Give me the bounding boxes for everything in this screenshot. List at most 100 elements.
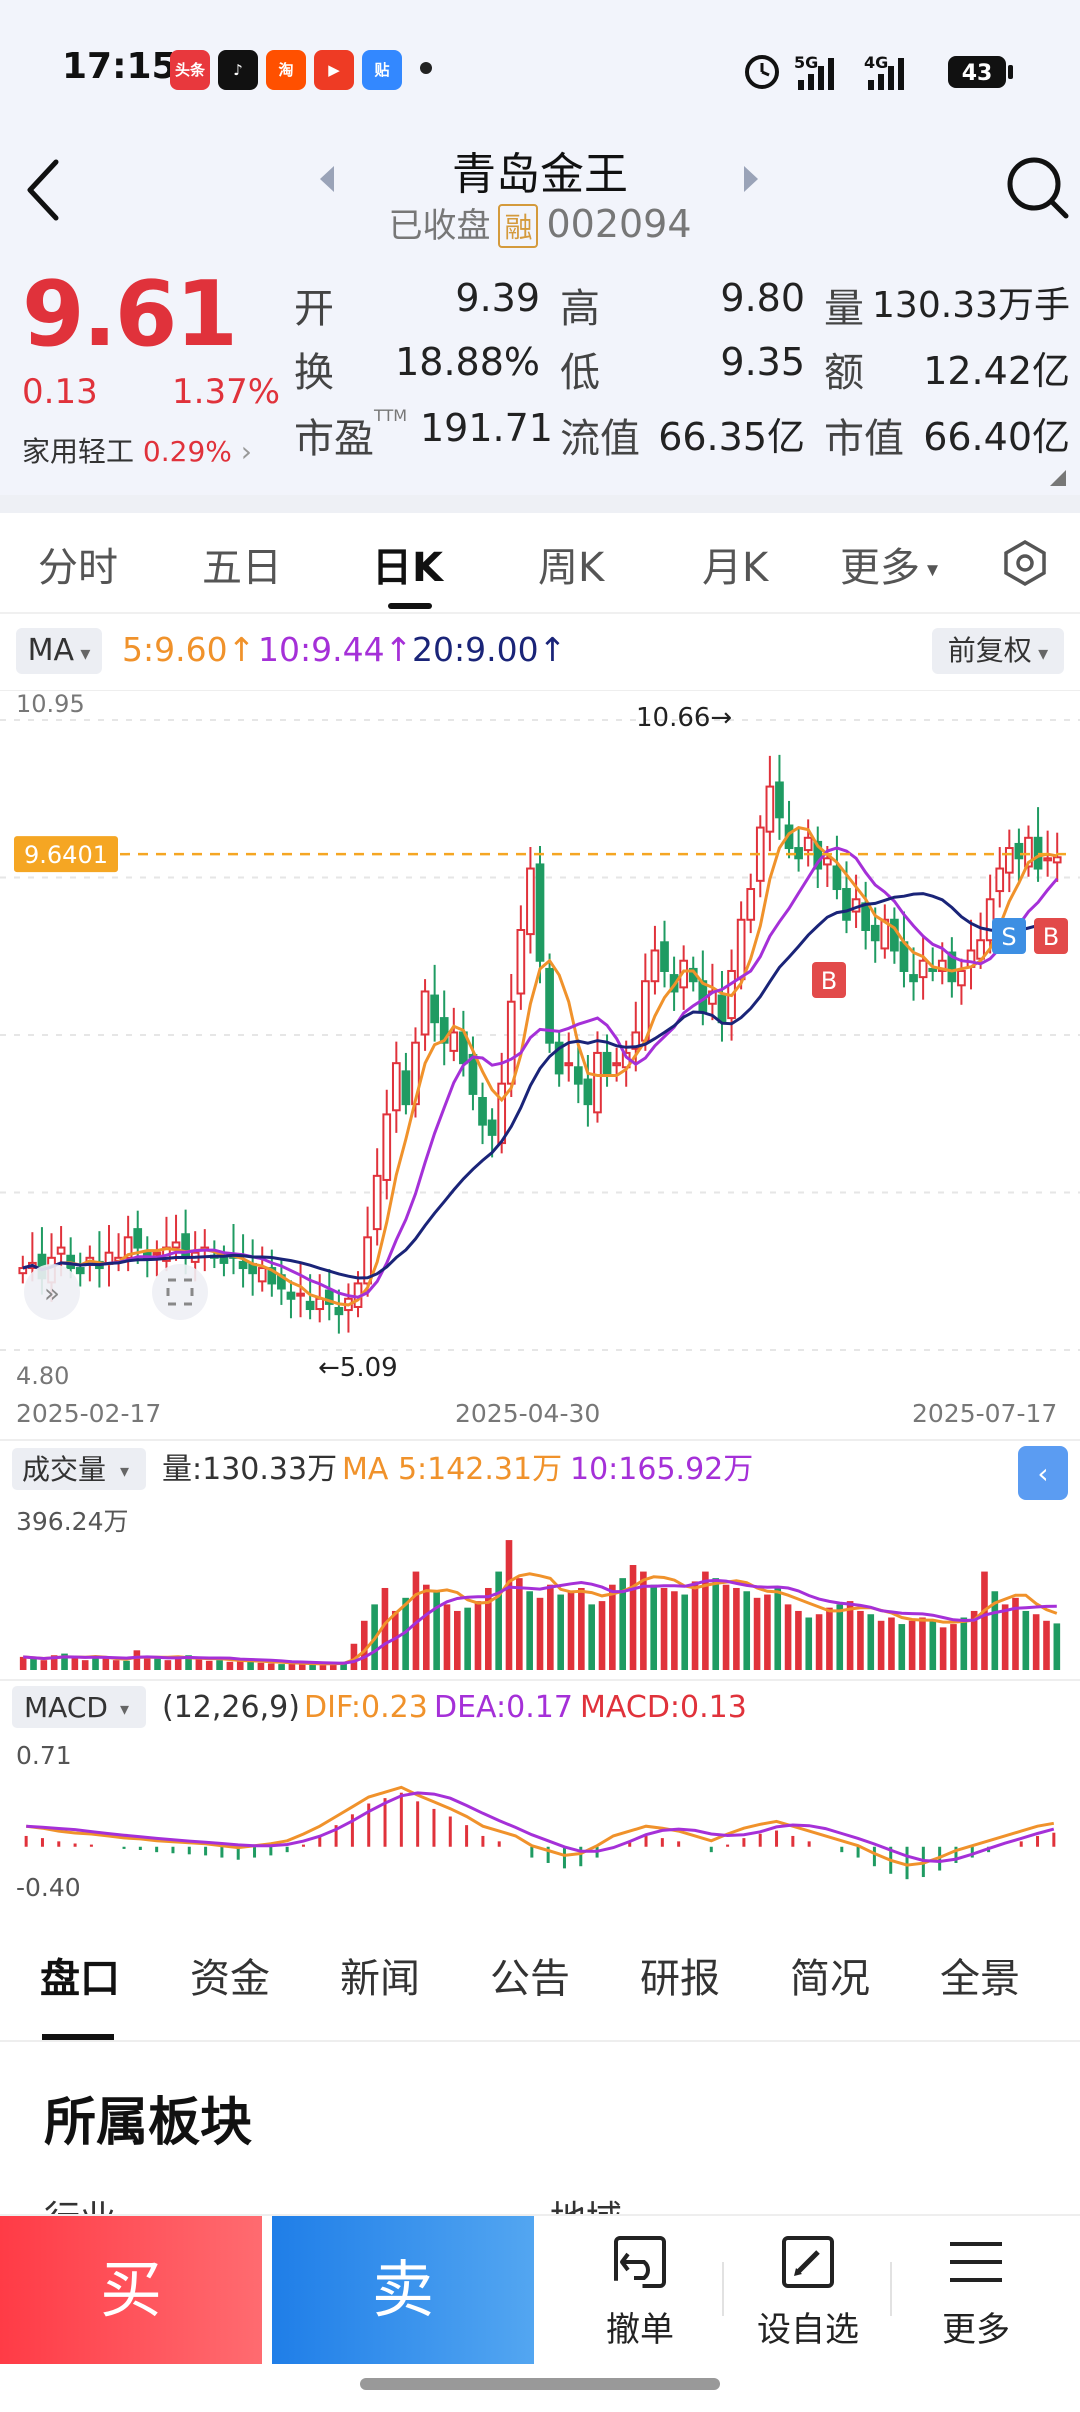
kline-chart[interactable]: 10.95 4.80 9.6401 10.66→ ←5.09 B S B » 2… [0, 690, 1080, 1910]
tab-news[interactable]: 新闻 [340, 1956, 420, 2002]
candle-body [890, 918, 899, 952]
volume-bar [123, 1660, 130, 1670]
expand-corner-icon[interactable] [1048, 468, 1068, 488]
ma-indicator-select[interactable]: MA ▾ [16, 628, 102, 674]
cancel-order-button[interactable]: 撤单 [560, 2232, 720, 2351]
home-indicator[interactable] [360, 2378, 720, 2390]
volume-bar [547, 1584, 554, 1670]
tab-research[interactable]: 研报 [640, 1956, 720, 2002]
ma-lines [22, 826, 1059, 1307]
caret-down-icon: ▾ [920, 557, 939, 583]
battery-icon: 43 [948, 56, 1013, 88]
volume-bar [288, 1663, 296, 1670]
candle-body [928, 967, 938, 972]
volume-bar [753, 1597, 761, 1670]
candle-body [219, 1256, 229, 1264]
candle-body [18, 1267, 28, 1275]
volume-bar [743, 1591, 751, 1670]
volume-bar [702, 1571, 709, 1670]
signal-b2: B [1034, 918, 1068, 954]
tab-funds[interactable]: 资金 [190, 1956, 270, 2002]
candle-body [1052, 856, 1062, 864]
dif-line [26, 1785, 1055, 1867]
candle-body [583, 1078, 593, 1106]
candle-body [554, 1041, 564, 1075]
tab-daily-k[interactable]: 日K [372, 545, 443, 591]
candle-body [372, 1174, 382, 1231]
caret-down-icon: ▾ [1031, 641, 1049, 665]
tab-overview[interactable]: 全景 [940, 1956, 1020, 2002]
volume-bar [495, 1571, 502, 1670]
volume-bar [30, 1658, 37, 1670]
sell-button[interactable]: 卖 [272, 2216, 534, 2364]
menu-icon [950, 2242, 1002, 2282]
divider [722, 2262, 724, 2316]
volume-bar [712, 1578, 720, 1670]
candle-body [794, 847, 803, 860]
candle-body [957, 969, 966, 987]
volume-bars [19, 1540, 1061, 1670]
industry-link[interactable]: 家用轻工 0.29% › [22, 430, 252, 470]
tab-profile[interactable]: 简况 [790, 1956, 870, 2002]
candle-body [775, 781, 784, 819]
candle-body [487, 1119, 497, 1136]
tab-monthly-k[interactable]: 月K [702, 545, 769, 591]
prev-stock-icon[interactable] [318, 164, 338, 194]
info-tabs [0, 1912, 1080, 2042]
more-actions-button[interactable]: 更多 [896, 2232, 1056, 2351]
tab-five-day[interactable]: 五日 [202, 545, 282, 591]
volume-bar [154, 1658, 161, 1670]
signal-s: S [992, 918, 1026, 954]
candle-body [660, 941, 669, 972]
ma10-line [22, 846, 1059, 1299]
chart-settings-icon[interactable] [1000, 538, 1050, 588]
volume-bar [671, 1591, 678, 1670]
tab-announcements[interactable]: 公告 [490, 1956, 570, 2002]
tab-orderbook[interactable]: 盘口 [40, 1956, 120, 2002]
candle-body [334, 1307, 344, 1316]
alarm-icon [745, 55, 779, 89]
buy-button[interactable]: 买 [0, 2216, 262, 2364]
macd-selector-text: MACD [24, 1691, 108, 1724]
volume-bar [1022, 1610, 1030, 1670]
douyin-app-icon: ♪ [218, 50, 258, 90]
volume-bar [950, 1624, 957, 1670]
volume-bar [877, 1620, 885, 1670]
dea-line [26, 1791, 1055, 1864]
tab-intraday[interactable]: 分时 [38, 545, 118, 591]
volume-bar [908, 1620, 916, 1670]
candle-body [573, 1066, 583, 1085]
fullscreen-button [152, 1264, 208, 1320]
candle-body [1004, 847, 1014, 874]
candle-body [430, 994, 439, 1024]
ma5-value: 5:9.60↑ [122, 630, 256, 669]
volume-bar [1001, 1604, 1009, 1670]
volume-bar [236, 1660, 244, 1670]
back-icon[interactable] [20, 156, 70, 226]
volume-bar [898, 1624, 906, 1670]
caret-down-icon: ▾ [120, 1699, 129, 1720]
tab-more[interactable]: 更多 ▾ [840, 545, 939, 591]
volume-bar [391, 1610, 399, 1670]
candle-body [937, 959, 947, 972]
chart-tabs [0, 513, 1080, 613]
adjust-mode-select[interactable]: 前复权 ▾ [932, 628, 1064, 674]
candle-body [439, 1017, 449, 1044]
volume-bar [578, 1587, 585, 1670]
add-watchlist-button[interactable]: 设自选 [728, 2232, 888, 2351]
pe-value: 191.71 [420, 406, 553, 450]
next-stock-icon[interactable] [740, 164, 760, 194]
volume-bar [774, 1587, 782, 1670]
search-icon[interactable] [1004, 154, 1070, 220]
volume-bar [805, 1617, 813, 1670]
volume-bar [619, 1578, 627, 1670]
volume-bar [1053, 1623, 1061, 1670]
price-grid [0, 719, 1080, 1351]
candle-body [324, 1289, 334, 1305]
volume-indicator-select [12, 1448, 146, 1490]
active-tab-indicator [42, 2034, 114, 2040]
active-tab-indicator [388, 603, 432, 609]
pe-label: 市盈TTM [294, 406, 408, 462]
tab-weekly-k[interactable]: 周K [538, 545, 605, 591]
candle-body [631, 1031, 641, 1050]
